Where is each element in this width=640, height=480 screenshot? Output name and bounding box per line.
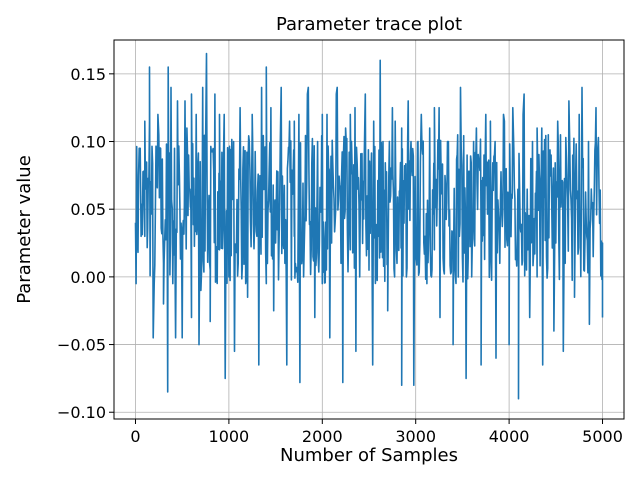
y-tick-label: −0.05 xyxy=(57,336,106,355)
x-tick-label: 2000 xyxy=(302,427,343,446)
y-tick-label: 0.10 xyxy=(70,133,106,152)
plot-frame xyxy=(113,39,625,420)
x-tick-label: 1000 xyxy=(209,427,250,446)
trace-line xyxy=(134,52,604,400)
y-tick-label: 0.00 xyxy=(70,268,106,287)
y-axis: −0.10 −0.05 0.00 0.05 0.10 0.15 xyxy=(57,65,114,422)
x-axis: 0 1000 2000 3000 4000 5000 xyxy=(130,419,623,446)
y-tick-label: 0.05 xyxy=(70,200,106,219)
y-tick-label: 0.15 xyxy=(70,65,106,84)
chart-title: Parameter trace plot xyxy=(276,14,462,35)
y-axis-title: Parameter value xyxy=(14,155,35,304)
series-layer xyxy=(134,52,604,400)
x-tick-label: 0 xyxy=(130,427,140,446)
x-tick-label: 4000 xyxy=(489,427,530,446)
x-tick-label: 3000 xyxy=(395,427,436,446)
x-axis-title: Number of Samples xyxy=(280,445,458,466)
x-tick-label: 5000 xyxy=(582,427,623,446)
y-tick-label: −0.10 xyxy=(57,403,106,422)
